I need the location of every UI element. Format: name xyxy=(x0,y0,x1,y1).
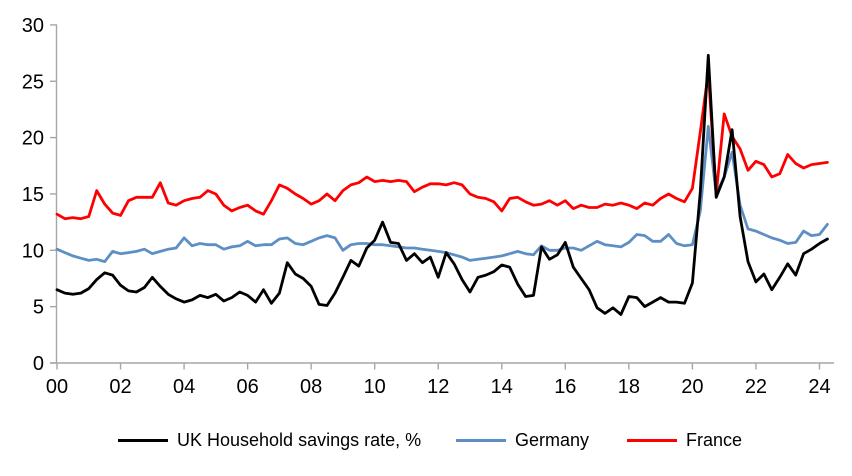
x-axis-label: 12 xyxy=(427,376,449,398)
legend-item-france: France xyxy=(627,429,742,451)
uk-line-swatch xyxy=(118,438,168,442)
y-axis-label: 25 xyxy=(22,71,44,93)
uk-line xyxy=(55,53,829,316)
france-line-swatch xyxy=(627,438,677,442)
x-axis-label: 00 xyxy=(46,376,68,398)
x-axis-label: 06 xyxy=(236,376,258,398)
germany-line-swatch xyxy=(456,438,506,442)
x-axis-label: 22 xyxy=(745,376,767,398)
y-axis-label: 20 xyxy=(22,128,44,150)
y-axis-label: 5 xyxy=(33,297,44,319)
legend-label-france: France xyxy=(686,430,743,450)
x-axis-label: 14 xyxy=(491,376,513,398)
x-axis-label: 24 xyxy=(808,376,830,398)
x-axis-label: 20 xyxy=(681,376,703,398)
legend-label-germany: Germany xyxy=(515,430,590,450)
x-axis-label: 08 xyxy=(300,376,322,398)
x-axis-label: 04 xyxy=(173,376,195,398)
x-axis-label: 18 xyxy=(618,376,640,398)
legend-label-uk: UK Household savings rate, % xyxy=(177,430,422,450)
x-axis-label: 02 xyxy=(109,376,131,398)
y-axis-label: 10 xyxy=(22,240,44,262)
y-axis-label: 0 xyxy=(33,353,44,375)
y-axis-label: 30 xyxy=(22,15,44,37)
legend-item-uk: UK Household savings rate, % xyxy=(118,429,421,451)
x-axis-label: 10 xyxy=(364,376,386,398)
france-line xyxy=(55,70,829,221)
legend-item-germany: Germany xyxy=(456,429,589,451)
x-axis-label: 16 xyxy=(554,376,576,398)
y-axis-label: 15 xyxy=(22,184,44,206)
